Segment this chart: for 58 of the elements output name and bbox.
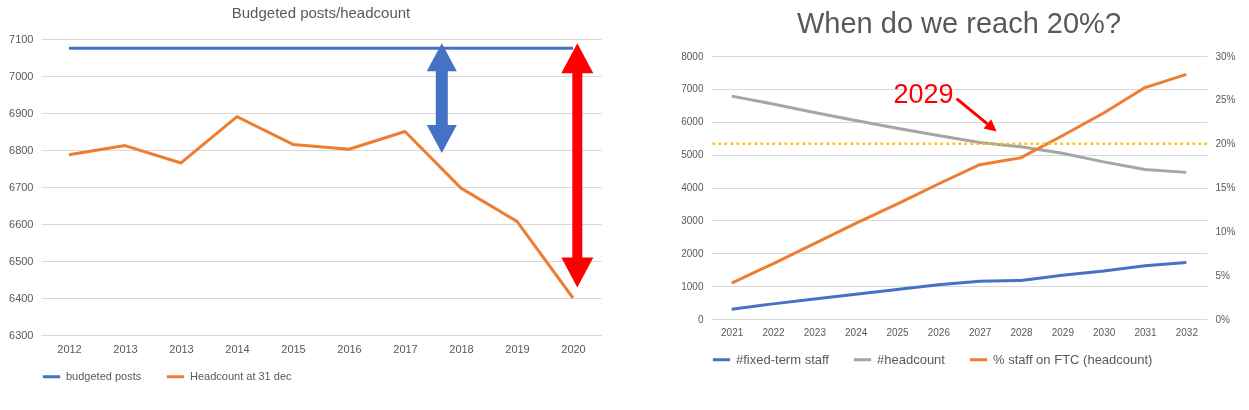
x-tick-label: 2028 [1010,326,1034,338]
y-tick-label: 6500 [9,254,34,267]
x-tick-label: 2029 [1051,326,1075,338]
y-tick-label: 1000 [681,280,704,292]
y-tick-label: 2000 [681,247,704,259]
y2-tick-label: 5% [1215,269,1231,281]
legend-label: #fixed-term staff [736,351,830,367]
x-tick-label: 2030 [1093,326,1116,338]
x-tick-label: 2022 [762,326,786,338]
x-tick-label: 2017 [393,342,418,355]
x-tick-label: 2027 [969,326,992,338]
x-tick-label: 2025 [886,326,910,338]
y-tick-label: 4000 [681,182,704,193]
y-tick-label: 7000 [681,83,704,95]
x-tick-label: 2020 [561,342,586,355]
y-tick-label: 6000 [681,116,704,128]
x-tick-label: 2026 [927,326,951,338]
x-tick-label: 2014 [225,342,250,355]
x-tick-label: 2012 [57,342,82,355]
legend-label: % staff on FTC (headcount) [993,351,1153,367]
y-tick-label: 3000 [681,214,704,226]
line-series [730,72,1188,285]
x-tick-label: 2021 [721,326,744,338]
y-tick-label: 6700 [9,180,34,193]
x-tick-label: 2015 [281,342,306,355]
chart-title: When do we reach 20%? [796,7,1122,39]
x-tick-label: 2023 [803,326,827,338]
y2-tick-label: 15% [1215,182,1236,193]
x-tick-label: 2016 [337,342,362,355]
y2-tick-label: 10% [1215,225,1236,237]
x-tick-label: 2024 [845,326,868,338]
legend-label: #headcount [877,351,946,367]
y-tick-label: 5000 [681,149,704,161]
annotation: 2029 [893,78,954,109]
x-tick-label: 2031 [1134,326,1158,338]
y2-tick-label: 30% [1215,50,1236,62]
y-tick-label: 6800 [9,143,34,156]
y2-tick-label: 25% [1215,94,1236,106]
legend-label: Headcount at 31 dec [190,369,293,382]
line-series [67,115,575,300]
y-tick-label: 6400 [9,291,34,304]
line-series [730,260,1188,311]
legend-label: budgeted posts [66,369,142,382]
y2-tick-label: 20% [1215,138,1236,150]
y-tick-label: 6300 [9,328,34,341]
x-tick-label: 2018 [449,342,474,355]
y-tick-label: 8000 [681,50,704,62]
x-tick-label: 2013 [169,342,194,355]
x-tick-label: 2032 [1175,326,1199,338]
y2-tick-label: 0% [1215,313,1231,325]
x-tick-label: 2019 [505,342,530,355]
y-tick-label: 6600 [9,217,34,230]
chart-title: Budgeted posts/headcount [231,4,412,21]
y-tick-label: 0 [697,313,704,325]
x-tick-label: 2013 [113,342,138,355]
y-tick-label: 6900 [9,106,34,119]
y-tick-label: 7000 [9,69,34,82]
y-tick-label: 7100 [9,32,34,45]
